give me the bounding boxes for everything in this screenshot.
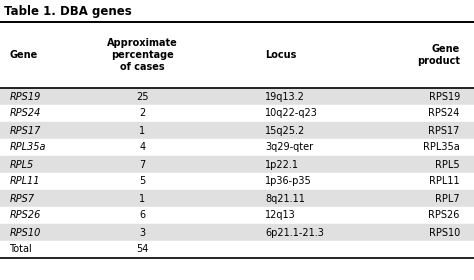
Text: RPS26: RPS26	[428, 211, 460, 221]
Text: 12q13: 12q13	[265, 211, 296, 221]
Text: 2: 2	[139, 109, 146, 118]
Text: 8q21.11: 8q21.11	[265, 193, 305, 204]
Text: RPL35a: RPL35a	[423, 143, 460, 153]
Bar	[0, 207, 474, 224]
Text: RPS24: RPS24	[428, 109, 460, 118]
Text: RPS7: RPS7	[9, 193, 35, 204]
Text: 1: 1	[139, 125, 145, 136]
Bar	[0, 156, 474, 173]
Bar	[0, 139, 474, 156]
Text: Gene: Gene	[9, 50, 38, 60]
Text: Total: Total	[9, 244, 32, 255]
Text: 15q25.2: 15q25.2	[265, 125, 306, 136]
Text: 5: 5	[139, 176, 146, 186]
Text: RPL35a: RPL35a	[9, 143, 46, 153]
Text: RPS24: RPS24	[9, 109, 41, 118]
Text: 25: 25	[136, 92, 148, 102]
Bar	[0, 241, 474, 258]
Text: 19q13.2: 19q13.2	[265, 92, 305, 102]
Text: 10q22-q23: 10q22-q23	[265, 109, 319, 118]
Text: RPS17: RPS17	[9, 125, 41, 136]
Text: 1p22.1: 1p22.1	[265, 160, 300, 169]
Text: 7: 7	[139, 160, 146, 169]
Text: 3q29-qter: 3q29-qter	[265, 143, 314, 153]
Text: RPL7: RPL7	[435, 193, 460, 204]
Text: 1: 1	[139, 193, 145, 204]
Text: RPS10: RPS10	[9, 227, 41, 237]
Text: RPS10: RPS10	[428, 227, 460, 237]
Bar	[0, 88, 474, 105]
Bar	[0, 173, 474, 190]
Text: 6p21.1-21.3: 6p21.1-21.3	[265, 227, 324, 237]
Text: Table 1. DBA genes: Table 1. DBA genes	[4, 6, 132, 18]
Text: 4: 4	[139, 143, 145, 153]
Text: 1p36-p35: 1p36-p35	[265, 176, 312, 186]
Bar	[0, 190, 474, 207]
Text: RPS17: RPS17	[428, 125, 460, 136]
Text: Locus: Locus	[265, 50, 297, 60]
Bar	[0, 122, 474, 139]
Text: 54: 54	[136, 244, 148, 255]
Text: RPL11: RPL11	[9, 176, 40, 186]
Text: RPL5: RPL5	[435, 160, 460, 169]
Text: 6: 6	[139, 211, 145, 221]
Bar	[0, 224, 474, 241]
Text: RPS26: RPS26	[9, 211, 41, 221]
Text: RPS19: RPS19	[428, 92, 460, 102]
Text: Gene
product: Gene product	[417, 44, 460, 66]
Text: 3: 3	[139, 227, 145, 237]
Text: RPS19: RPS19	[9, 92, 41, 102]
Text: RPL11: RPL11	[429, 176, 460, 186]
Text: Approximate
percentage
of cases: Approximate percentage of cases	[107, 38, 178, 73]
Text: RPL5: RPL5	[9, 160, 34, 169]
Bar	[0, 105, 474, 122]
